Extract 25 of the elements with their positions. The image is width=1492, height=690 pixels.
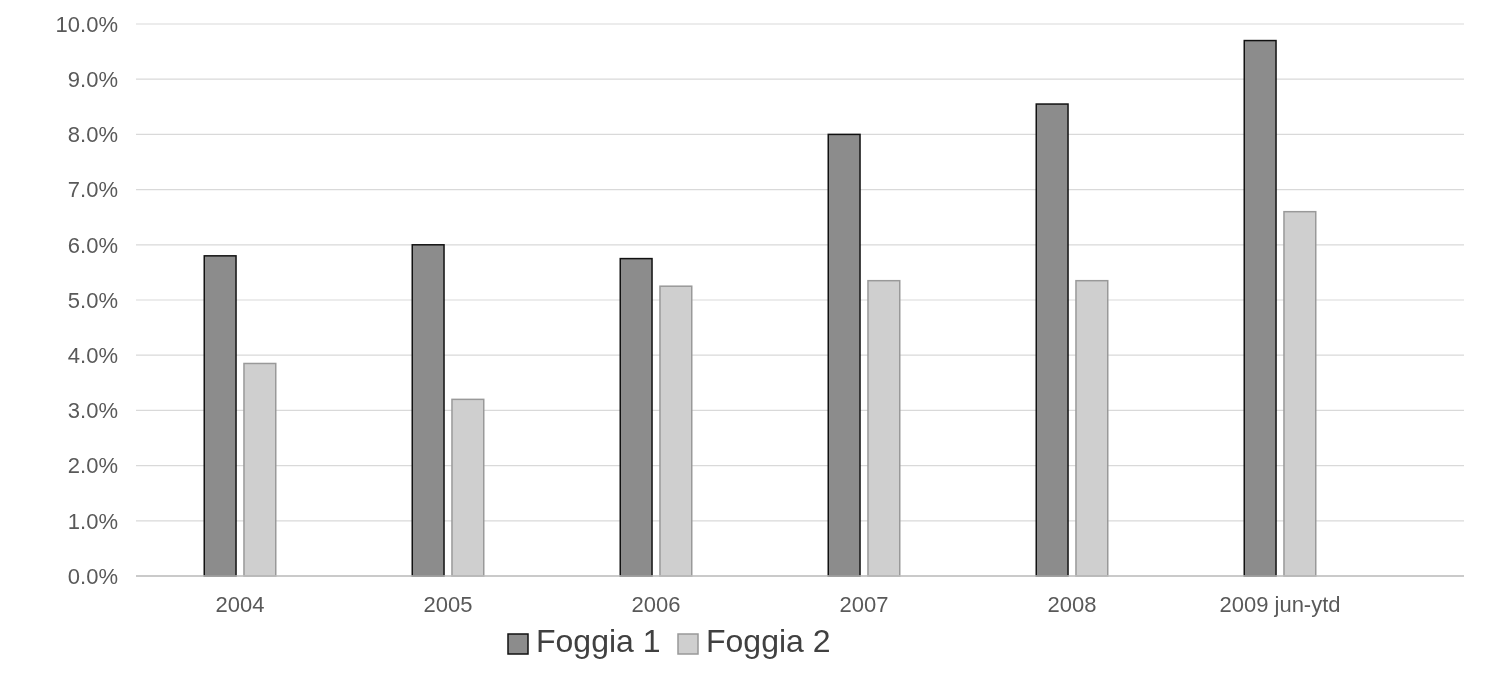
y-tick-label: 8.0% — [67, 122, 118, 148]
y-tick-label: 6.0% — [67, 232, 118, 258]
x-tick-label: 2009 jun-ytd — [1219, 592, 1341, 617]
bar — [827, 133, 861, 577]
x-tick-label: 2008 — [1047, 592, 1097, 617]
x-tick-label: 2005 — [423, 592, 473, 617]
y-tick-label: 1.0% — [67, 508, 118, 534]
x-tick-label: 2006 — [631, 592, 681, 617]
y-tick-label: 5.0% — [67, 287, 118, 313]
y-tick-label: 2.0% — [67, 453, 118, 479]
y-tick-label: 10.0% — [55, 11, 118, 37]
bar — [411, 244, 445, 577]
y-tick-label: 9.0% — [67, 66, 118, 92]
bar — [1035, 103, 1069, 577]
bar — [619, 257, 653, 577]
y-tick-label: 3.0% — [67, 398, 118, 424]
x-tick-label: 2007 — [839, 592, 889, 617]
x-tick-label: 2004 — [215, 592, 265, 617]
y-tick-label: 0.0% — [67, 563, 118, 589]
y-tick-label: 4.0% — [67, 342, 118, 368]
legend-label: Foggia 2 — [706, 623, 831, 659]
legend-label: Foggia 1 — [536, 623, 661, 659]
bar — [203, 255, 237, 577]
y-tick-label: 7.0% — [67, 177, 118, 203]
bar — [1243, 39, 1277, 577]
